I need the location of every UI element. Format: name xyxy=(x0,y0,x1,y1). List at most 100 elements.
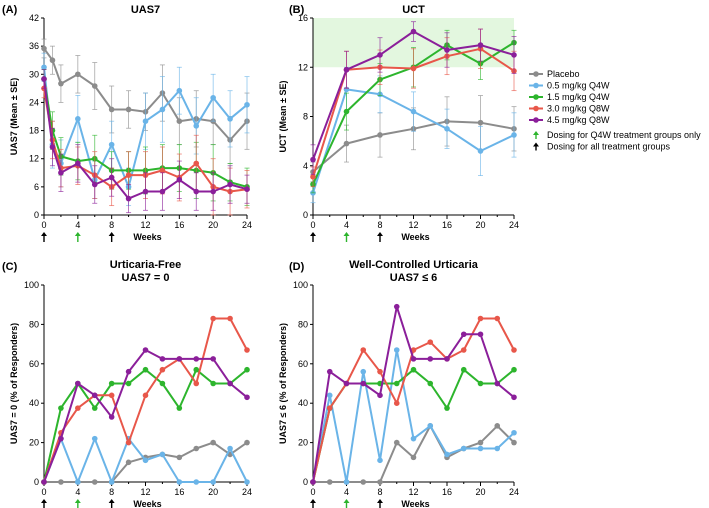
y-tick-label: 0 xyxy=(303,477,308,487)
data-point xyxy=(142,457,149,464)
y-tick-label: 80 xyxy=(29,319,39,329)
data-point xyxy=(91,392,98,399)
data-point xyxy=(193,356,200,362)
x-tick-label: 16 xyxy=(442,220,452,230)
data-point xyxy=(343,140,350,147)
data-point xyxy=(91,83,98,89)
y-axis-label: UAS7 = 0 (% of Responders) xyxy=(9,323,19,444)
x-tick-label: 24 xyxy=(242,220,252,230)
data-point xyxy=(125,172,132,178)
data-point xyxy=(360,347,367,353)
x-tick-label: 0 xyxy=(41,487,46,497)
data-point xyxy=(460,347,467,353)
series-line xyxy=(43,88,248,193)
data-point xyxy=(244,439,250,446)
data-point xyxy=(108,106,115,113)
data-point xyxy=(142,118,149,124)
data-point xyxy=(108,414,115,420)
legend-swatch-marker xyxy=(533,71,539,77)
x-tick-label: 12 xyxy=(140,220,150,230)
data-point xyxy=(393,380,400,387)
data-point xyxy=(326,368,333,375)
legend-swatch-marker xyxy=(533,82,539,89)
legend-label: 4.5 mg/kg Q8W xyxy=(547,115,610,125)
legend-label: 1.5 mg/kg Q4W xyxy=(547,92,610,102)
panel-title: Well-Controlled Urticaria xyxy=(349,259,479,271)
series-line xyxy=(43,67,248,188)
data-point xyxy=(108,392,115,399)
y-tick-label: 12 xyxy=(298,62,308,72)
y-tick-label: 12 xyxy=(29,154,39,164)
data-point xyxy=(511,394,517,401)
data-point xyxy=(41,64,47,71)
x-tick-label: 8 xyxy=(377,487,382,497)
data-point xyxy=(159,380,166,387)
legend-swatch-marker xyxy=(533,105,539,112)
panel-title: UCT xyxy=(402,4,425,16)
data-point xyxy=(427,380,434,387)
data-point xyxy=(444,47,450,53)
y-tick-label: 24 xyxy=(29,97,39,107)
data-point xyxy=(360,479,367,485)
data-point xyxy=(41,479,47,485)
y-tick-label: 4 xyxy=(303,161,308,171)
y-tick-label: 100 xyxy=(293,280,308,290)
data-point xyxy=(310,156,316,163)
data-point xyxy=(227,380,233,387)
data-point xyxy=(343,380,350,387)
x-tick-label: 12 xyxy=(408,487,418,497)
data-point xyxy=(477,331,484,338)
data-point xyxy=(176,87,183,94)
data-point xyxy=(427,339,434,345)
data-point xyxy=(377,457,383,464)
series-1-5-mg-kg-q4w xyxy=(310,366,517,485)
data-point xyxy=(142,366,149,373)
y-axis-label: UCT (Mean ± SE) xyxy=(278,81,288,153)
data-point xyxy=(460,445,467,452)
data-point xyxy=(477,439,484,446)
y-tick-label: 60 xyxy=(298,359,308,369)
x-tick-label: 24 xyxy=(509,487,519,497)
x-tick-label: 24 xyxy=(242,487,252,497)
data-point xyxy=(494,445,501,452)
x-tick-label: 0 xyxy=(41,220,46,230)
y-tick-label: 0 xyxy=(34,477,39,487)
data-point xyxy=(176,454,183,461)
data-point xyxy=(477,119,484,126)
panel-a: (A) UAS7 0 6 12 18 24 30 36 42 0 4 8 12 16 20 24 Weeks UAS… xyxy=(2,4,252,242)
dosing-arrow-head xyxy=(343,232,350,236)
data-point xyxy=(244,101,250,108)
x-tick-label: 20 xyxy=(208,220,218,230)
panel-label: (A) xyxy=(2,4,18,16)
panel-title: Urticaria-Free xyxy=(110,259,182,271)
data-point xyxy=(176,118,183,124)
data-point xyxy=(159,451,166,458)
legend-arrow-label: Dosing for all treatment groups xyxy=(547,142,671,152)
data-point xyxy=(159,106,166,113)
data-point xyxy=(58,435,64,442)
y-tick-label: 80 xyxy=(298,319,308,329)
x-tick-label: 0 xyxy=(310,220,315,230)
data-point xyxy=(193,479,200,485)
data-point xyxy=(444,451,450,458)
y-tick-label: 6 xyxy=(34,182,39,192)
data-point xyxy=(393,439,400,446)
dosing-arrow-head xyxy=(74,232,81,236)
data-point xyxy=(159,366,166,373)
data-point xyxy=(142,392,149,399)
data-point xyxy=(343,108,350,115)
data-point xyxy=(58,80,64,87)
data-point xyxy=(494,380,501,387)
data-point xyxy=(343,66,350,73)
data-point xyxy=(49,57,56,64)
data-point xyxy=(91,405,98,411)
data-point xyxy=(58,405,64,411)
x-tick-label: 8 xyxy=(109,220,114,230)
data-point xyxy=(410,435,417,442)
panel-subtitle: UAS7 = 0 xyxy=(122,272,170,284)
y-tick-label: 40 xyxy=(29,398,39,408)
x-tick-label: 12 xyxy=(408,220,418,230)
data-point xyxy=(210,439,216,446)
